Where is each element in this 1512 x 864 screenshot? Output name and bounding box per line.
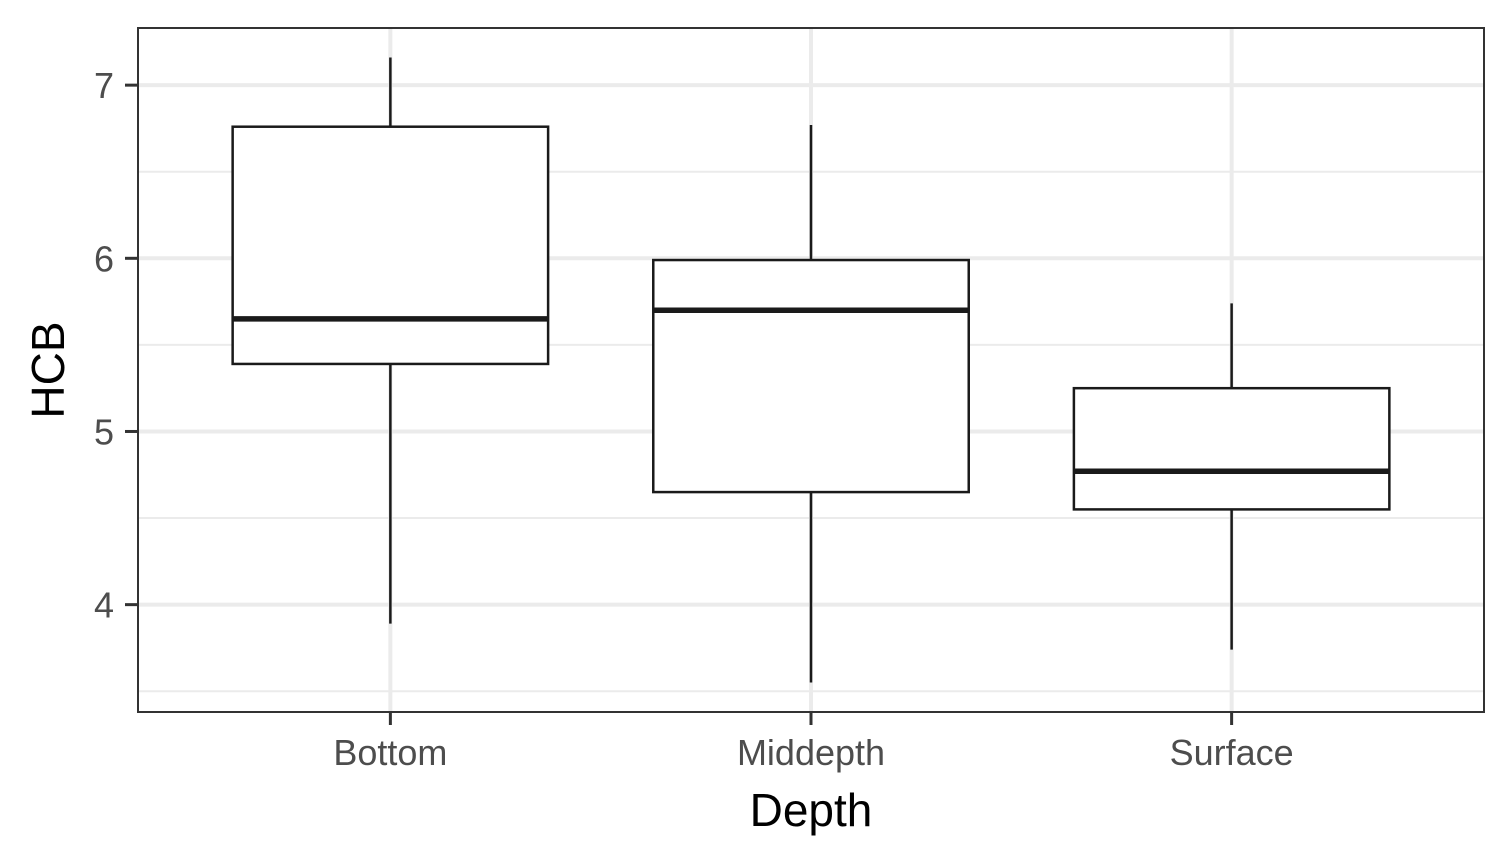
- box-middepth: [652, 124, 970, 683]
- x-tick-label: Middepth: [737, 732, 885, 773]
- iqr-box: [1072, 386, 1391, 511]
- x-tick-label: Surface: [1170, 732, 1294, 773]
- y-axis-title: HCB: [22, 321, 74, 418]
- y-tick-label: 4: [94, 585, 114, 626]
- y-tick-label: 7: [94, 65, 114, 106]
- box-bottom: [231, 57, 550, 624]
- iqr-box: [231, 125, 550, 366]
- iqr-box: [652, 258, 970, 494]
- x-tick-label: Bottom: [333, 732, 447, 773]
- boxes: [231, 57, 1391, 683]
- axes: 4 5 6 7 Bottom Middepth Surface: [94, 65, 1294, 773]
- y-tick-label: 6: [94, 238, 114, 279]
- y-tick-label: 5: [94, 411, 114, 452]
- x-axis-title: Depth: [750, 784, 873, 836]
- box-surface: [1072, 303, 1391, 650]
